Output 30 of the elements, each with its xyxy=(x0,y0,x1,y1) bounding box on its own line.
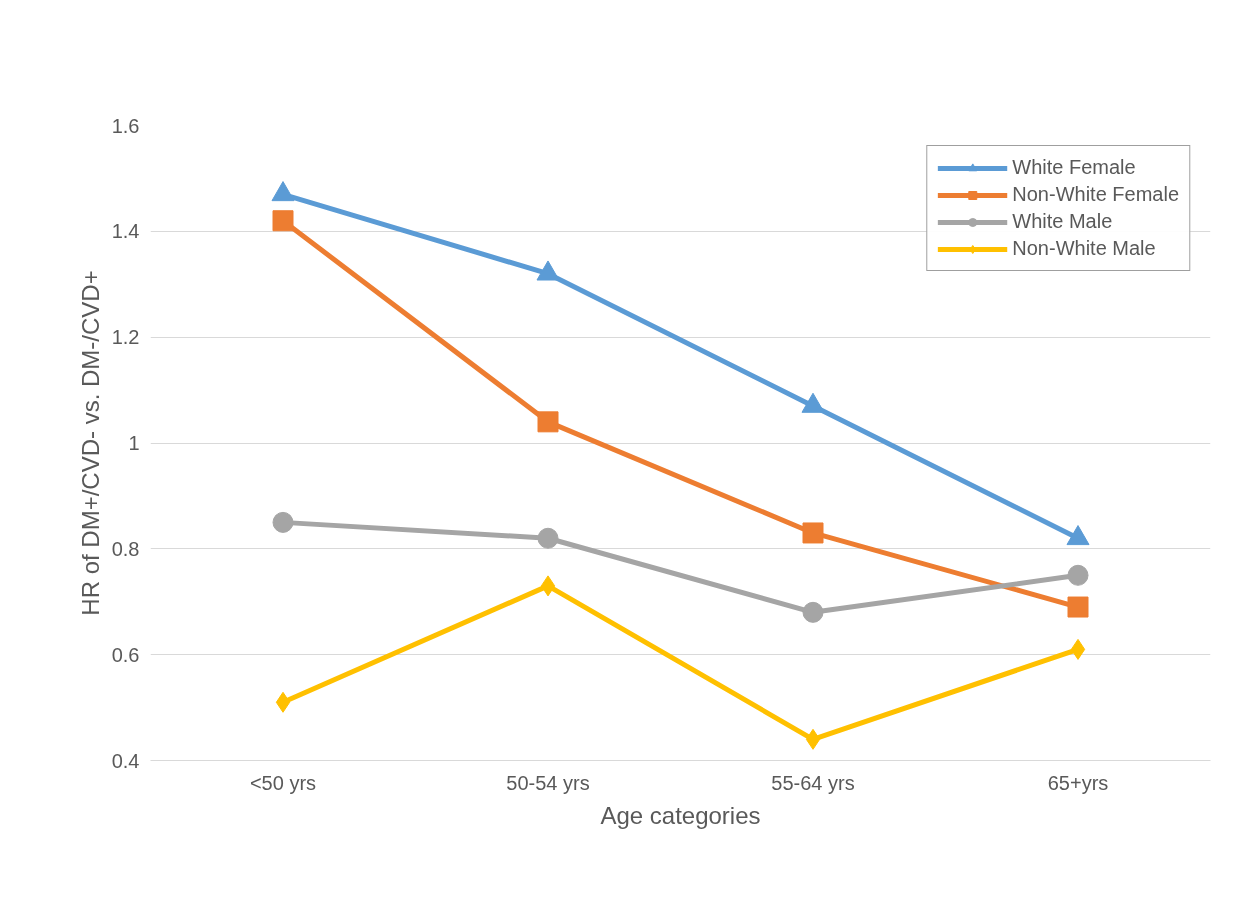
x-tick-label: 65+yrs xyxy=(1047,771,1109,794)
y-tick-label: 0.6 xyxy=(111,643,140,666)
y-tick-label: 1 xyxy=(128,432,140,454)
point xyxy=(805,728,821,750)
point xyxy=(537,527,559,549)
y-tick-label: 0.8 xyxy=(111,537,140,560)
x-tick-label: <50 yrs xyxy=(249,771,317,794)
point xyxy=(537,411,559,433)
x-tick-label: 55-64 yrs xyxy=(771,771,855,794)
point xyxy=(802,522,824,544)
point xyxy=(272,511,294,533)
point xyxy=(1070,638,1086,660)
y-tick-label: 1.2 xyxy=(111,326,140,349)
legend-label: White Male xyxy=(1012,210,1113,233)
point xyxy=(1067,596,1089,618)
point xyxy=(802,601,824,623)
point xyxy=(271,181,295,202)
y-tick-label: 1.6 xyxy=(111,114,140,137)
point xyxy=(1067,564,1089,586)
x-axis-title: Age categories xyxy=(600,801,761,829)
y-tick-label: 0.4 xyxy=(111,749,140,772)
point xyxy=(272,210,294,232)
legend-label: Non-White Male xyxy=(1012,237,1156,260)
legend-label: Non-White Female xyxy=(1012,183,1179,206)
legend-label: White Female xyxy=(1012,156,1136,179)
x-tick-label: 50-54 yrs xyxy=(506,771,590,794)
point xyxy=(540,575,556,597)
y-tick-label: 1.4 xyxy=(111,220,140,243)
point xyxy=(275,691,291,713)
y-axis-title: HR of DM+/CVD- vs. DM-/CVD+ xyxy=(76,270,104,616)
